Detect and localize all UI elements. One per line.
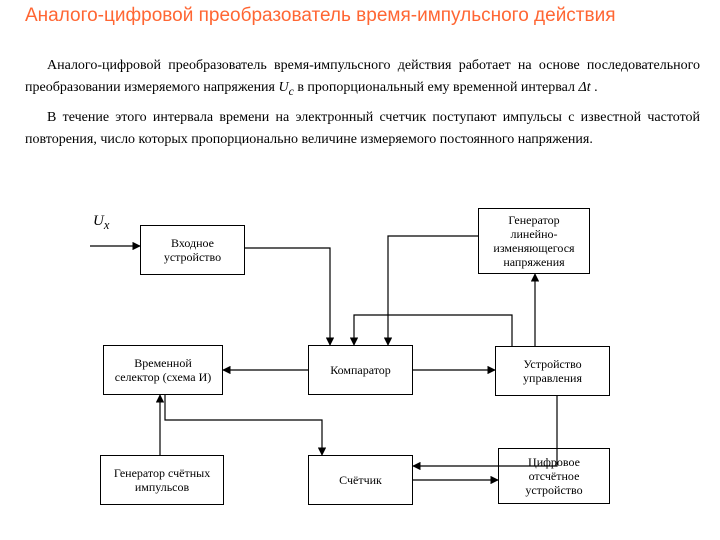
inline-uc: Uc <box>279 80 294 95</box>
box-input-device: Входное устройство <box>140 225 245 275</box>
box-counter: Счётчик <box>308 455 413 505</box>
para1-c: . <box>594 80 598 95</box>
box-comparator: Компаратор <box>308 345 413 395</box>
box-time-selector: Временной селектор (схема И) <box>103 345 223 395</box>
box-digital-readout: Цифровое отсчётное устройство <box>498 448 610 504</box>
inline-dt: Δt <box>579 80 591 95</box>
box-ramp-generator: Генератор линейно- изменяющегося напряже… <box>478 208 590 274</box>
box-control-unit: Устройство управления <box>495 346 610 396</box>
para2: В течение этого интервала времени на эле… <box>25 107 700 151</box>
page-title: Аналого-цифровой преобразователь время-и… <box>25 5 700 26</box>
para1-b: в пропорциональный ему временной интерва… <box>297 80 578 95</box>
ux-label: Ux <box>93 213 109 233</box>
body-text: Аналого-цифровой преобразователь время-и… <box>25 55 700 155</box>
box-pulse-generator: Генератор счётных импульсов <box>100 455 224 505</box>
